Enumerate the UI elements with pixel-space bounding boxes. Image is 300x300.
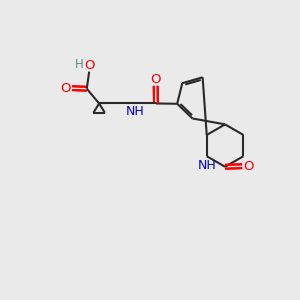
Text: NH: NH [197,159,216,172]
Text: O: O [243,160,253,173]
Text: O: O [60,82,71,95]
Text: O: O [85,59,95,72]
Text: NH: NH [126,105,145,118]
Text: H: H [75,58,84,71]
Text: O: O [150,73,161,85]
